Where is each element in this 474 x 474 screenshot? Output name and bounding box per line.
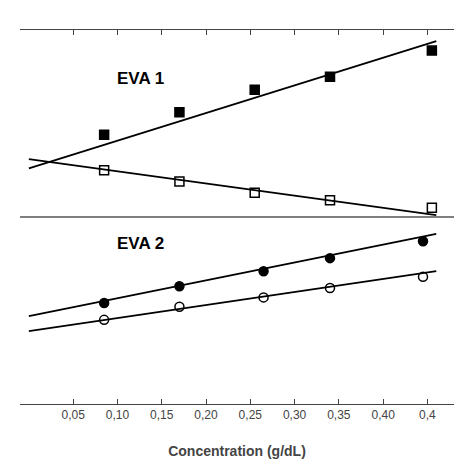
svg-text:0,20: 0,20 xyxy=(194,408,218,422)
svg-text:0,40: 0,40 xyxy=(371,408,395,422)
svg-text:0,4: 0,4 xyxy=(419,408,436,422)
svg-text:EVA 2: EVA 2 xyxy=(117,234,164,253)
svg-text:0,30: 0,30 xyxy=(283,408,307,422)
svg-text:0,05: 0,05 xyxy=(61,408,85,422)
svg-text:Concentration (g/dL): Concentration (g/dL) xyxy=(168,443,306,459)
svg-text:0,35: 0,35 xyxy=(327,408,351,422)
svg-text:0,10: 0,10 xyxy=(106,408,130,422)
svg-text:0,15: 0,15 xyxy=(150,408,174,422)
svg-text:0,25: 0,25 xyxy=(239,408,263,422)
svg-text:EVA 1: EVA 1 xyxy=(117,69,164,88)
